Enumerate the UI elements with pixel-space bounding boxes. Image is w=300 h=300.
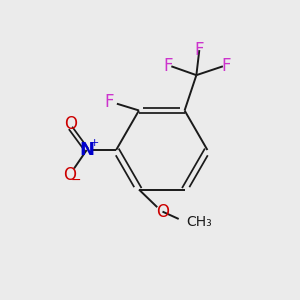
Text: CH₃: CH₃ [186, 215, 212, 229]
Text: −: − [71, 174, 82, 187]
Text: F: F [221, 57, 231, 75]
Text: O: O [63, 166, 76, 184]
Text: N: N [79, 141, 94, 159]
Text: F: F [195, 41, 204, 59]
Text: F: F [164, 57, 173, 75]
Text: O: O [64, 116, 77, 134]
Text: F: F [105, 93, 114, 111]
Text: O: O [156, 202, 169, 220]
Text: +: + [89, 138, 99, 148]
